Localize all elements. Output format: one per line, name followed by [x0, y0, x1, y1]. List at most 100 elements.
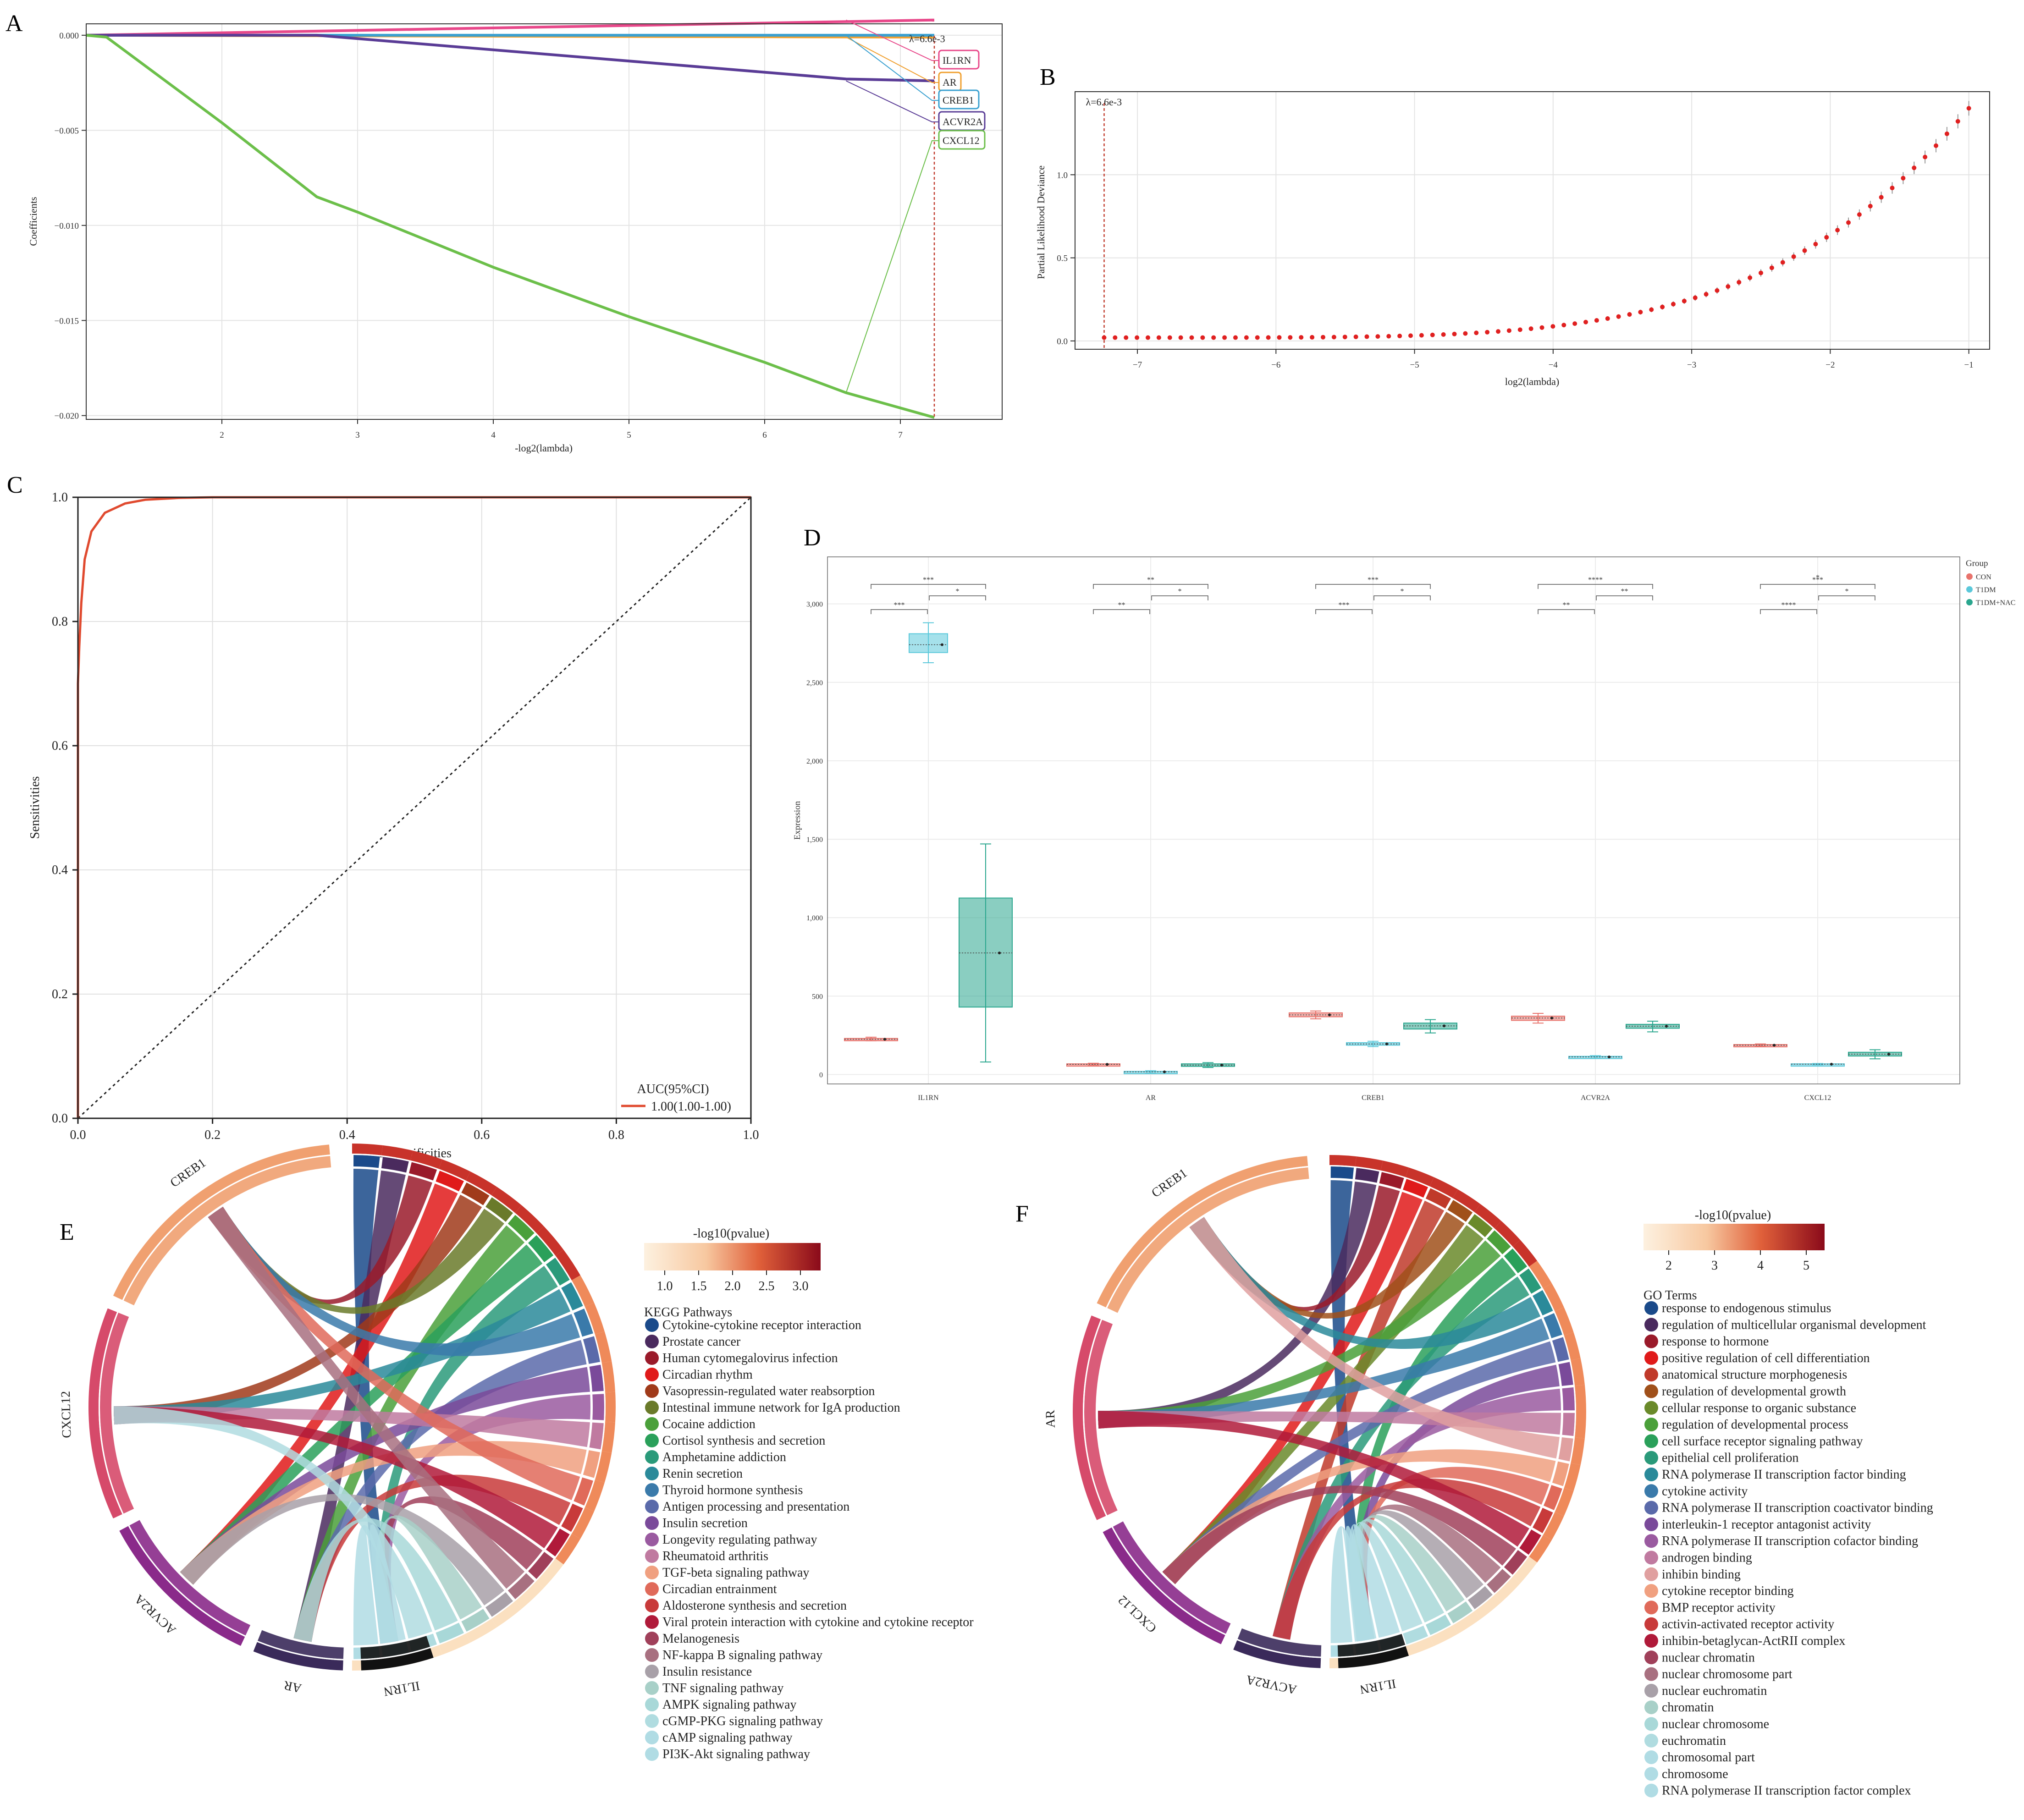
- legend-label: AMPK signaling pathway: [662, 1698, 796, 1712]
- legend-dot: [1644, 1617, 1658, 1631]
- x-tick-label: ACVR2A: [1581, 1094, 1610, 1102]
- sig-label: *: [1845, 588, 1849, 595]
- legend-label: RNA polymerase II transcription cofactor…: [1662, 1534, 1918, 1548]
- deviance-point: [1189, 335, 1194, 340]
- chord-ribbon: [1162, 1192, 1423, 1584]
- pvalue-outer-arc: [1575, 1385, 1586, 1412]
- box-body-con: [1733, 1044, 1787, 1048]
- colorbar-tick-label: 2.5: [759, 1279, 775, 1293]
- deviance-point: [1627, 312, 1632, 317]
- pvalue-outer-arc: [1380, 1160, 1409, 1177]
- box-mean-point: [883, 1038, 886, 1041]
- box-mean-point: [1328, 1013, 1331, 1017]
- gene-inner-arc: [360, 1636, 430, 1659]
- legend-dot: [645, 1582, 659, 1596]
- deviance-point: [1528, 326, 1533, 331]
- term-inner-arc: [1467, 1586, 1493, 1610]
- legend-dot: [1644, 1517, 1658, 1531]
- term-inner-arc: [485, 1197, 513, 1222]
- legend-dot-t1dm+nac: [1966, 599, 1973, 605]
- deviance-point: [1310, 335, 1315, 340]
- x-tick-label: 3: [355, 430, 360, 440]
- y-tick-label: 0.5: [1057, 254, 1068, 264]
- deviance-point: [1824, 235, 1829, 240]
- deviance-point: [1463, 331, 1468, 336]
- pvalue-outer-arc: [381, 1145, 413, 1160]
- sig-bracket: [1093, 584, 1208, 589]
- chord-ribbon: [180, 1367, 590, 1585]
- legend-label: Circadian rhythm: [662, 1368, 753, 1382]
- sig-bracket: [1315, 584, 1431, 589]
- deviance-point: [1353, 334, 1358, 339]
- panel-b-ticks: −7 −6 −5 −4 −3 −2 −1 0.0 0.5 1.0 λ=6.6e-3: [1057, 96, 1974, 370]
- legend-label: euchromatin: [1662, 1734, 1726, 1748]
- x-tick-label: 0.4: [339, 1128, 355, 1142]
- legend-dot: [1644, 1334, 1658, 1348]
- deviance-point: [1846, 220, 1851, 225]
- y-tick-label: −0.020: [55, 412, 79, 421]
- term-inner-arc: [528, 1235, 554, 1263]
- chord-ribbon: [180, 1183, 458, 1585]
- legend-dot: [645, 1698, 659, 1711]
- term-inner-arc: [485, 1592, 513, 1617]
- legend-label: TNF signaling pathway: [662, 1681, 783, 1695]
- panel-f-label: F: [1015, 1201, 1029, 1227]
- legend-label: chromosome: [1662, 1767, 1728, 1781]
- legend-label: TGF-beta signaling pathway: [662, 1566, 809, 1580]
- panel-a-ylabel: Coefficients: [28, 197, 39, 246]
- legend-dot: [1644, 1600, 1658, 1615]
- legend-dot: [645, 1632, 659, 1645]
- panel-e-colorbar: [644, 1243, 821, 1270]
- legend-dot: [645, 1747, 659, 1761]
- sig-bracket: [871, 584, 986, 589]
- deviance-point: [1135, 335, 1140, 340]
- term-inner-arc: [1558, 1437, 1573, 1462]
- pvalue-outer-arc: [352, 1144, 383, 1155]
- legend-label: cytokine activity: [1662, 1484, 1748, 1498]
- legend-label: Insulin secretion: [662, 1516, 748, 1530]
- gene-label-cxcl12: CXCL12: [1115, 1593, 1159, 1635]
- sig-label: ***: [1339, 601, 1350, 609]
- gene-sector-acvr2a: [119, 1526, 245, 1646]
- y-tick-label: 0.000: [59, 31, 79, 41]
- x-tick-label: −1: [1964, 360, 1974, 370]
- legend-dot: [1644, 1301, 1658, 1315]
- panel-e-legend-title: KEGG Pathways: [644, 1305, 732, 1320]
- legend-dot: [1644, 1418, 1658, 1432]
- gene-inner-arc: [1084, 1320, 1118, 1516]
- pvalue-outer-arc: [1429, 1177, 1458, 1199]
- pvalue-outer-arc: [466, 1619, 497, 1643]
- gene-label-box: [938, 130, 986, 150]
- y-tick-label: 0.0: [1057, 337, 1068, 346]
- panel-e-colorbar-title: -log10(pvalue): [693, 1226, 769, 1241]
- deviance-point: [1868, 203, 1873, 209]
- y-tick-label: 0.2: [52, 987, 68, 1001]
- panel-b-points: [1102, 101, 1971, 340]
- legend-dot: [645, 1549, 659, 1563]
- legend-label: PI3K-Akt signaling pathway: [662, 1747, 810, 1761]
- legend-dot: [645, 1665, 659, 1678]
- sig-bracket: [1596, 595, 1653, 600]
- deviance-point: [1769, 265, 1774, 270]
- legend-label: RNA polymerase II transcription factor b…: [1662, 1468, 1906, 1482]
- colorbar-tick-label: 3.0: [793, 1279, 809, 1293]
- box-mean-point: [1608, 1056, 1610, 1059]
- sig-label: ***: [1812, 576, 1823, 584]
- deviance-point: [1605, 316, 1610, 321]
- x-tick-label: 5: [627, 430, 631, 440]
- legend-label: nuclear chromosome: [1662, 1717, 1769, 1732]
- deviance-point: [1616, 314, 1621, 319]
- legend-label: regulation of developmental process: [1662, 1418, 1848, 1432]
- gene-label-creb1: CREB1: [168, 1156, 209, 1190]
- label-connector: [845, 140, 939, 393]
- panel-d-legend-title: Group: [1966, 559, 1988, 568]
- chord-ribbon: [1162, 1341, 1556, 1584]
- panel-d-boxes: [844, 622, 1902, 1074]
- deviance-point: [1452, 331, 1457, 336]
- term-inner-arc: [1403, 1179, 1428, 1198]
- sig-bracket: [871, 609, 928, 614]
- chord-ribbon: [1098, 1240, 1501, 1429]
- term-inner-arc: [546, 1258, 570, 1286]
- gene-inner-arc: [100, 1312, 134, 1514]
